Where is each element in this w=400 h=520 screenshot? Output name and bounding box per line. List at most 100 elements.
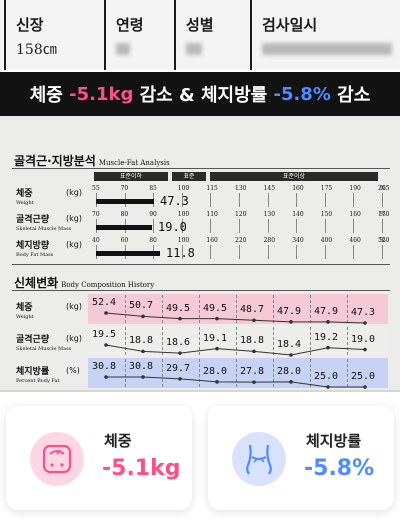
height-value: 158㎝ <box>16 42 57 58</box>
history-row-label-en: Percent Body Fat <box>16 378 60 384</box>
height-label: 신장 <box>16 16 44 34</box>
history-column-divider <box>199 327 200 355</box>
inbody-report-sheet: 골격근·지방분석 Muscle-Fat Analysis 표준이하 표준 표준이상… <box>0 116 400 392</box>
analysis-grid-line <box>239 219 240 233</box>
history-row-unit: (kg) <box>66 302 82 311</box>
history-column-divider <box>347 327 348 355</box>
banner-middle-text: 감소 & 체지방률 <box>133 85 274 106</box>
analysis-title-kr: 골격근·지방분석 <box>14 154 96 168</box>
analysis-bottom-rule <box>12 264 390 265</box>
analysis-tick-label: 90 <box>149 211 157 218</box>
history-value: 19.2 <box>314 331 339 343</box>
analysis-tick-label: 190 <box>349 185 361 192</box>
history-value: 47.9 <box>277 305 302 317</box>
history-value: 49.5 <box>166 302 191 314</box>
body-fat-card-title: 체지방률 <box>306 432 362 450</box>
history-row-label-kr: 체지방률 <box>16 367 50 377</box>
age-value-blurred <box>116 43 130 55</box>
scale-icon-circle <box>30 432 84 486</box>
analysis-row-label-kr: 체중 <box>16 189 33 199</box>
analysis-row-label-kr: 체지방량 <box>16 241 50 251</box>
history-value: 30.8 <box>129 361 154 372</box>
analysis-grid-line <box>353 219 355 233</box>
history-value: 30.8 <box>92 361 117 372</box>
history-column-divider <box>162 327 163 355</box>
weight-card-value: -5.1kg <box>102 456 181 481</box>
analysis-percent-sign: % <box>380 211 386 218</box>
history-title-kr: 신체변화 <box>14 276 59 290</box>
analysis-value-bar <box>96 225 152 230</box>
analysis-value-bar <box>96 199 154 204</box>
analysis-row-label-en: Skeletal Muscle Mass <box>16 226 72 232</box>
analysis-row-unit: (kg) <box>66 188 82 197</box>
history-column-divider <box>162 295 163 323</box>
history-column-divider <box>125 359 126 387</box>
history-value: 47.3 <box>351 307 376 318</box>
analysis-percent-sign: % <box>380 185 386 192</box>
analysis-grid-line <box>324 193 326 207</box>
banner-weight-value: -5.1kg <box>69 83 134 105</box>
history-value: 25.0 <box>314 371 339 382</box>
analysis-row-unit: (kg) <box>66 240 82 249</box>
age-label: 연령 <box>116 16 144 34</box>
band-below-standard: 표준이하 <box>94 172 168 181</box>
analysis-row-label: 체지방량 Body Fat Mass <box>16 238 53 258</box>
analysis-tick-label: 160 <box>206 237 218 244</box>
analysis-grid-line <box>210 193 212 207</box>
analysis-row-label-en: Body Fat Mass <box>16 252 54 258</box>
analysis-tick-label: 160 <box>349 211 361 218</box>
analysis-title-en: Muscle-Fat Analysis <box>98 159 170 167</box>
history-column-divider <box>273 295 274 323</box>
history-row-label-kr: 골격근량 <box>16 335 50 345</box>
analysis-tick-label: 100 <box>177 237 190 244</box>
history-row-label-en: Skeletal Muscle Mass <box>16 346 72 352</box>
history-value: 19.1 <box>203 332 228 344</box>
patient-info-header: 신장 158㎝ 연령 성별 검사일시 <box>0 0 400 70</box>
band-above-standard: 표준이상 <box>210 172 378 181</box>
analysis-row-label: 체중 Weight <box>16 186 34 206</box>
history-column-divider <box>199 295 200 323</box>
analysis-rule <box>12 168 390 169</box>
analysis-grid-line <box>382 219 383 233</box>
history-column-divider <box>310 295 311 323</box>
analysis-tick-label: 150 <box>320 211 333 218</box>
history-value: 18.6 <box>166 337 191 349</box>
analysis-grid-line <box>267 219 269 233</box>
analysis-grid-line <box>239 245 240 259</box>
history-row-label: 체중 Weight <box>16 300 34 320</box>
history-title-en: Body Composition History <box>61 281 155 289</box>
analysis-tick-label: 130 <box>263 211 276 218</box>
history-value: 19.0 <box>351 333 376 345</box>
history-column-divider <box>273 327 274 355</box>
analysis-tick-label: 110 <box>206 211 218 218</box>
history-value: 19.5 <box>92 329 117 340</box>
history-row-label: 골격근량 Skeletal Muscle Mass <box>16 332 71 352</box>
analysis-tick-label: 130 <box>235 185 247 192</box>
history-rule <box>12 290 390 291</box>
history-column-divider <box>236 327 237 355</box>
history-value: 18.8 <box>129 335 154 347</box>
history-column-divider <box>310 327 311 355</box>
analysis-row-unit: (kg) <box>66 214 82 223</box>
history-value: 28.0 <box>203 365 228 377</box>
analysis-tick-label: 140 <box>292 211 304 218</box>
history-value: 49.5 <box>203 302 228 314</box>
analysis-tick-label: 145 <box>263 185 276 192</box>
waist-icon <box>246 444 272 475</box>
analysis-tick-label: 70 <box>92 211 100 218</box>
history-column-divider <box>273 359 274 387</box>
analysis-row-label-en: Weight <box>16 200 34 206</box>
analysis-tick-label: 120 <box>235 211 247 218</box>
analysis-value: 11.8 <box>166 246 195 260</box>
analysis-tick-label: 40 <box>92 237 100 244</box>
history-value: 27.8 <box>240 366 265 378</box>
history-row-unit: (%) <box>66 366 80 375</box>
waist-icon-circle <box>232 432 286 486</box>
history-row-label: 체지방률 Percent Body Fat <box>16 364 60 384</box>
history-column-divider <box>125 295 126 323</box>
analysis-grid-line <box>296 219 298 233</box>
history-row-unit: (kg) <box>66 334 82 343</box>
analysis-tick-label: 175 <box>320 185 333 192</box>
analysis-grid-line <box>324 219 326 233</box>
